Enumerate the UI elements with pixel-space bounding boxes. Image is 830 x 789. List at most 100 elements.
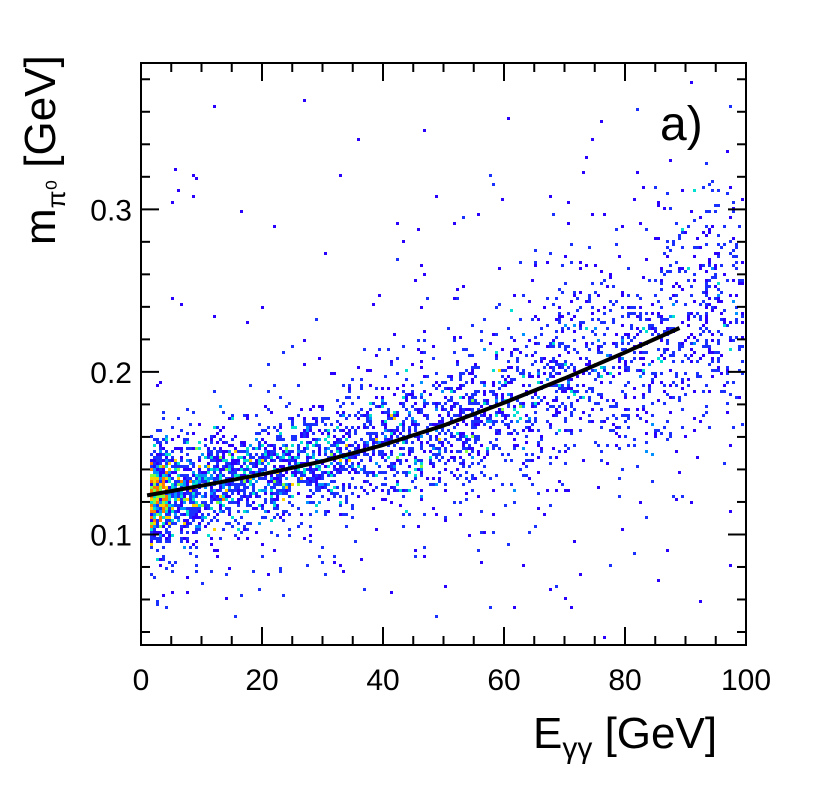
heatmap-cell xyxy=(201,582,204,585)
heatmap-cell xyxy=(270,501,273,504)
heatmap-cell xyxy=(171,426,174,429)
heatmap-cell xyxy=(393,417,396,420)
heatmap-cell xyxy=(447,327,450,330)
heatmap-cell xyxy=(468,354,471,357)
heatmap-cell xyxy=(369,414,372,417)
heatmap-cell xyxy=(576,399,579,402)
heatmap-cell xyxy=(399,402,402,405)
heatmap-cell xyxy=(243,462,246,465)
heatmap-cell xyxy=(534,402,537,405)
heatmap-cell xyxy=(420,351,423,354)
heatmap-cell xyxy=(450,432,453,435)
heatmap-cell xyxy=(588,294,591,297)
heatmap-cell xyxy=(474,423,477,426)
heatmap-cell xyxy=(657,429,660,432)
heatmap-cell xyxy=(462,441,465,444)
heatmap-cell xyxy=(510,354,513,357)
heatmap-cell xyxy=(177,480,180,483)
heatmap-cell xyxy=(690,360,693,363)
heatmap-cell xyxy=(540,327,543,330)
heatmap-cell xyxy=(498,369,501,372)
heatmap-cell xyxy=(687,225,690,228)
heatmap-cell xyxy=(513,348,516,351)
heatmap-cell xyxy=(171,456,174,459)
heatmap-cell xyxy=(438,447,441,450)
heatmap-cell xyxy=(705,225,708,228)
heatmap-cell xyxy=(186,576,189,579)
heatmap-cell xyxy=(495,333,498,336)
heatmap-cell xyxy=(672,354,675,357)
heatmap-cell xyxy=(444,483,447,486)
heatmap-cell xyxy=(213,435,216,438)
heatmap-cell xyxy=(186,591,189,594)
heatmap-cell xyxy=(435,456,438,459)
heatmap-cell xyxy=(612,399,615,402)
heatmap-cell xyxy=(177,483,180,486)
heatmap-cell xyxy=(570,414,573,417)
heatmap-cell xyxy=(690,312,693,315)
heatmap-cell xyxy=(210,486,213,489)
heatmap-cell xyxy=(327,489,330,492)
heatmap-cell xyxy=(156,603,159,606)
heatmap-cell xyxy=(381,489,384,492)
heatmap-cell xyxy=(183,483,186,486)
heatmap-cell xyxy=(174,168,177,171)
heatmap-cell xyxy=(246,501,249,504)
heatmap-cell xyxy=(732,339,735,342)
heatmap-cell xyxy=(714,267,717,270)
heatmap-cell xyxy=(159,444,162,447)
heatmap-cell xyxy=(456,288,459,291)
heatmap-cell xyxy=(183,438,186,441)
heatmap-cell xyxy=(726,411,729,414)
heatmap-cell xyxy=(297,447,300,450)
heatmap-cell xyxy=(162,417,165,420)
heatmap-cell xyxy=(408,429,411,432)
heatmap-cell xyxy=(720,333,723,336)
heatmap-cell xyxy=(717,294,720,297)
heatmap-cell xyxy=(318,405,321,408)
heatmap-cell xyxy=(528,300,531,303)
heatmap-cell xyxy=(462,444,465,447)
heatmap-cell xyxy=(732,264,735,267)
heatmap-cell xyxy=(168,495,171,498)
heatmap-cell xyxy=(588,420,591,423)
heatmap-cell xyxy=(537,429,540,432)
heatmap-cell xyxy=(435,447,438,450)
heatmap-cell xyxy=(243,525,246,528)
heatmap-cell xyxy=(738,279,741,282)
heatmap-cell xyxy=(204,495,207,498)
heatmap-cell xyxy=(663,252,666,255)
heatmap-cell xyxy=(309,489,312,492)
heatmap-cell xyxy=(315,417,318,420)
heatmap-cell xyxy=(288,459,291,462)
heatmap-cell xyxy=(273,516,276,519)
heatmap-cell xyxy=(570,243,573,246)
heatmap-cell xyxy=(171,519,174,522)
heatmap-cell xyxy=(600,459,603,462)
heatmap-cell xyxy=(345,462,348,465)
heatmap-cell xyxy=(429,393,432,396)
heatmap-cell xyxy=(231,453,234,456)
heatmap-cell xyxy=(168,498,171,501)
heatmap-cell xyxy=(231,444,234,447)
x-tick-label: 100 xyxy=(721,664,771,697)
heatmap-cell xyxy=(174,510,177,513)
heatmap-cell xyxy=(516,369,519,372)
heatmap-cell xyxy=(696,237,699,240)
heatmap-cell xyxy=(195,564,198,567)
heatmap-cell xyxy=(564,408,567,411)
heatmap-cell xyxy=(495,414,498,417)
heatmap-cell xyxy=(243,414,246,417)
heatmap-cell xyxy=(402,447,405,450)
heatmap-cell xyxy=(261,543,264,546)
heatmap-cell xyxy=(186,537,189,540)
heatmap-cell xyxy=(609,381,612,384)
heatmap-cell xyxy=(192,474,195,477)
heatmap-cell xyxy=(303,432,306,435)
heatmap-cell xyxy=(159,429,162,432)
heatmap-cell xyxy=(411,390,414,393)
heatmap-cell xyxy=(327,447,330,450)
heatmap-cell xyxy=(270,411,273,414)
heatmap-cell xyxy=(660,360,663,363)
heatmap-cell xyxy=(150,522,153,525)
